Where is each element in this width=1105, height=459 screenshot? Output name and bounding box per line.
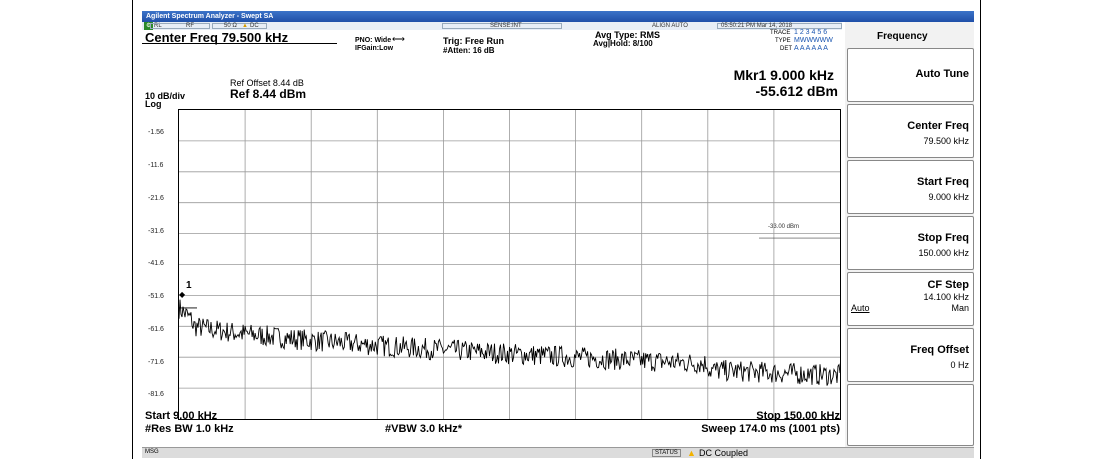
table-border-right	[980, 0, 981, 459]
softkey-panel: Frequency Auto Tune Center Freq 79.500 k…	[845, 22, 974, 447]
avg-hold-label: Avg|Hold: 8/100	[593, 39, 653, 48]
impedance-label: 50 Ω	[224, 23, 237, 29]
cf-step-button-label: CF Step	[927, 279, 969, 291]
vbw-readout: #VBW 3.0 kHz*	[385, 423, 463, 435]
stop-freq-button-value: 150.000 kHz	[918, 248, 969, 258]
ref-offset-label: Ref Offset 8.44 dB	[230, 78, 304, 88]
trace-numbers: 1 2 3 4 5 6	[794, 29, 828, 36]
type-label: TYPE	[775, 38, 791, 44]
rl-label: RL	[154, 23, 162, 29]
auto-tune-label: Auto Tune	[915, 68, 969, 80]
y-tick-label: -31.6	[148, 228, 164, 235]
sense-box	[442, 23, 562, 29]
softkey-menu-title: Frequency	[877, 31, 928, 42]
rf-label: RF	[186, 23, 194, 29]
freq-offset-button[interactable]: Freq Offset 0 Hz	[847, 328, 974, 382]
center-freq-underline	[142, 43, 337, 44]
det-label: DET	[780, 46, 792, 52]
avg-type-label: Avg Type: RMS	[595, 30, 661, 40]
rl-indicator: ⚙	[144, 22, 154, 30]
start-freq-button-label: Start Freq	[917, 176, 969, 188]
atten-label: #Atten: 16 dB	[443, 46, 495, 55]
marker-diamond-icon: ◆	[179, 290, 186, 299]
y-tick-label: -11.6	[148, 162, 164, 169]
start-freq-readout: Start 9.00 kHz	[145, 410, 218, 422]
marker-number: 1	[186, 280, 192, 291]
stop-freq-button-label: Stop Freq	[917, 232, 969, 244]
impedance-box	[212, 23, 267, 29]
scale-label: 10 dB/div	[145, 91, 186, 101]
dc-label: DC	[250, 23, 259, 29]
align-label: ALIGN AUTO	[652, 23, 688, 29]
ref-level-label: Ref 8.44 dBm	[230, 87, 307, 101]
ifgain-label: IFGain:Low	[355, 45, 394, 52]
cf-step-man-option[interactable]: Man	[951, 303, 969, 313]
spectrum-analyzer-window: Agilent Spectrum Analyzer - Swept SA ⚙ R…	[142, 11, 974, 458]
msg-label: MSG	[145, 449, 159, 455]
empty-softkey	[847, 384, 974, 446]
freq-offset-button-value: 0 Hz	[950, 360, 969, 370]
rf-box	[150, 23, 210, 29]
stop-freq-readout: Stop 150.00 kHz	[756, 410, 840, 422]
warning-icon: ▲	[687, 448, 696, 458]
trig-label: Trig: Free Run	[443, 36, 505, 46]
grid-lines	[179, 110, 840, 419]
datetime-box	[717, 23, 842, 29]
warning-icon: ▲	[242, 23, 248, 29]
table-border-left	[132, 0, 133, 459]
cf-step-button-value: 14.100 kHz	[923, 292, 969, 302]
sense-label: SENSE:INT	[490, 23, 522, 29]
auto-tune-button[interactable]: Auto Tune	[847, 48, 974, 102]
res-bw-readout: #Res BW 1.0 kHz	[145, 423, 234, 435]
det-value: A A A A A A	[794, 45, 828, 52]
y-tick-label: -81.6	[148, 391, 164, 398]
spectrum-trace-canvas	[179, 110, 840, 419]
spectrum-trace	[179, 299, 840, 386]
trace-label: TRACE	[770, 30, 791, 36]
y-tick-label: -21.6	[148, 195, 164, 202]
cf-step-auto-option[interactable]: Auto	[851, 303, 870, 313]
start-freq-button[interactable]: Start Freq 9.000 kHz	[847, 160, 974, 214]
y-tick-label: -41.6	[148, 260, 164, 267]
freq-offset-button-label: Freq Offset	[910, 344, 969, 356]
pno-arrow-icon: ⟷	[392, 34, 405, 44]
sweep-readout: Sweep 174.0 ms (1001 pts)	[701, 423, 840, 435]
type-value: MWWWWW	[794, 37, 833, 44]
y-tick-label: -61.6	[148, 326, 164, 333]
stop-freq-button[interactable]: Stop Freq 150.000 kHz	[847, 216, 974, 270]
dc-coupled-label: DC Coupled	[699, 448, 749, 458]
status-bar: MSG STATUS ▲ DC Coupled	[142, 447, 974, 458]
log-label: Log	[145, 99, 162, 109]
y-tick-label: -1.56	[148, 129, 164, 136]
marker-freq-readout: Mkr1 9.000 kHz	[733, 67, 834, 83]
center-freq-button[interactable]: Center Freq 79.500 kHz	[847, 104, 974, 158]
status-label: STATUS	[652, 449, 681, 457]
marker-amp-readout: -55.612 dBm	[755, 83, 838, 99]
datetime-label: 05:50:21 PM Mar 14, 2018	[721, 23, 793, 29]
center-freq-button-label: Center Freq	[907, 120, 969, 132]
cf-step-button[interactable]: CF Step 14.100 kHz Auto Man	[847, 272, 974, 326]
info-bar: ⚙ RL RF 50 Ω ▲ DC SENSE:INT ALIGN AUTO 0…	[142, 22, 842, 30]
spectrum-plot[interactable]: -33.00 dBm 1 ◆	[178, 109, 841, 420]
center-freq-button-value: 79.500 kHz	[923, 136, 969, 146]
pno-label: PNO: Wide	[355, 37, 392, 44]
window-title: Agilent Spectrum Analyzer - Swept SA	[142, 11, 974, 22]
center-freq-readout: Center Freq 79.500 kHz	[145, 30, 289, 45]
limit-line-label: -33.00 dBm	[768, 224, 800, 230]
start-freq-button-value: 9.000 kHz	[928, 192, 969, 202]
y-tick-label: -51.6	[148, 293, 164, 300]
y-tick-label: -71.6	[148, 359, 164, 366]
